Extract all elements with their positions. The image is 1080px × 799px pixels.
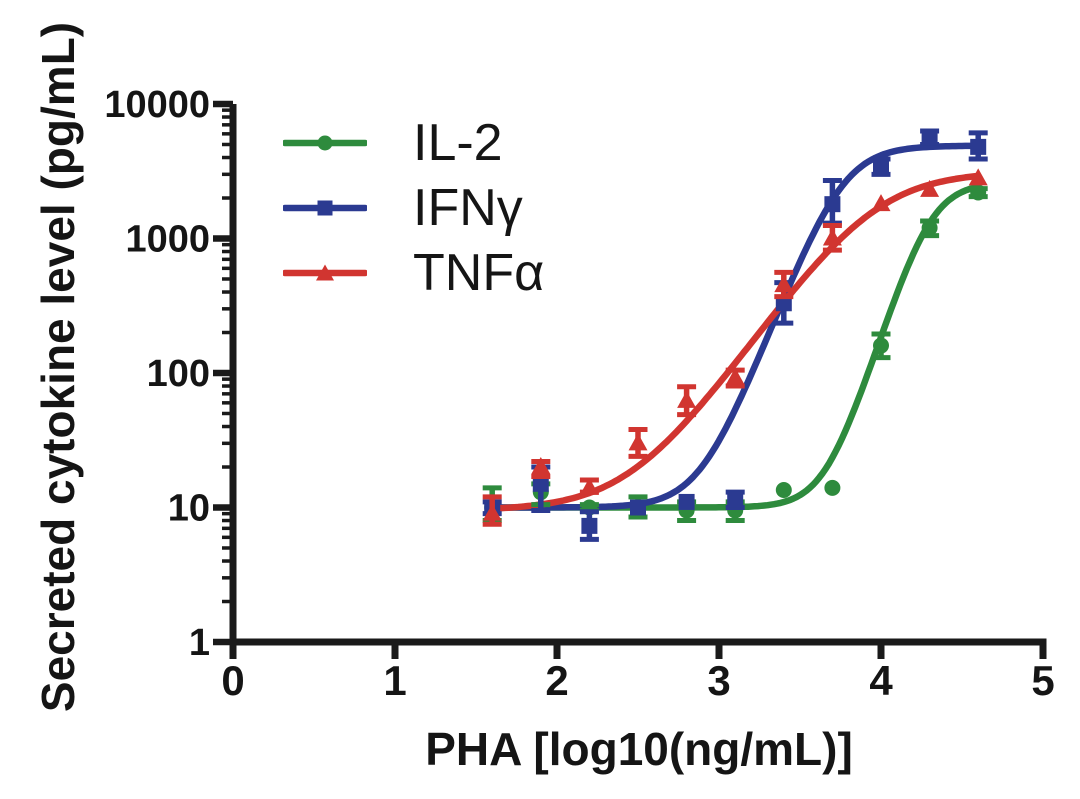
il2-legend-marker-icon — [283, 135, 367, 150]
il2-data-point — [873, 337, 889, 354]
legend-label-il2: IL-2 — [413, 113, 503, 172]
ifng-data-point — [775, 295, 792, 312]
ifng-fit-curve — [488, 142, 982, 511]
il2-data-point — [970, 184, 987, 201]
ifng-data-point — [630, 499, 646, 516]
il2-data-point — [775, 481, 792, 498]
legend-label-ifng: IFNγ — [413, 178, 523, 237]
y-tick-label-1000: 1000 — [125, 219, 210, 261]
tnfa-legend-marker-icon — [283, 264, 367, 280]
il2-data-point — [921, 219, 938, 236]
il2-fit-curve — [488, 183, 982, 511]
tnfa-data-point — [920, 179, 940, 197]
tnfa-data-point — [774, 275, 794, 293]
tnfa-legend-path — [316, 264, 334, 280]
tnfa-data-point — [482, 503, 502, 521]
tnfa-data-point — [871, 194, 891, 212]
legend-item-tnfa: TNFα — [283, 240, 544, 305]
legend-item-ifng: IFNγ — [283, 175, 544, 240]
x-tick-label-0: 0 — [221, 657, 244, 704]
legend-label-tnfa: TNFα — [413, 243, 545, 302]
ifng-data-point — [824, 196, 841, 213]
ifng-data-point — [532, 475, 549, 492]
legend-item-il2: IL-2 — [283, 110, 544, 175]
ifng-legend-marker-icon — [283, 200, 367, 215]
il2-legend-circle — [317, 135, 333, 150]
ifng-data-point — [727, 491, 744, 508]
ifng-data-point — [678, 493, 695, 510]
il2-data-point — [824, 479, 841, 496]
x-tick-label-4: 4 — [869, 657, 893, 704]
y-tick-label-100: 100 — [147, 353, 210, 395]
tnfa-data-point — [579, 477, 599, 495]
x-axis-title: PHA [log10(ng/mL)] — [425, 723, 853, 775]
tnfa-data-point — [968, 168, 988, 186]
x-tick-label-5: 5 — [1031, 657, 1054, 704]
tnfa-data-point — [725, 367, 745, 385]
y-tick-label-10000: 10000 — [104, 84, 210, 126]
tnfa-data-point — [628, 433, 648, 451]
ifng-data-point — [873, 159, 889, 176]
x-tick-label-2: 2 — [545, 657, 568, 704]
tnfa-data-point — [531, 457, 551, 475]
x-tick-label-1: 1 — [383, 657, 406, 704]
legend: IL-2 IFNγ TNFα — [283, 110, 544, 305]
y-tick-label-10: 10 — [168, 488, 210, 530]
ifng-legend-rect — [317, 200, 333, 215]
x-tick-label-3: 3 — [707, 657, 730, 704]
y-tick-label-1: 1 — [189, 622, 210, 664]
y-axis-title: Secreted cytokine level (pg/mL) — [32, 21, 84, 713]
tnfa-data-point — [677, 390, 697, 408]
ifng-data-point — [921, 129, 938, 146]
ifng-data-point — [581, 517, 598, 534]
tnfa-data-point — [822, 228, 842, 246]
tnfa-fit-curve — [488, 172, 982, 512]
ifng-data-point — [970, 138, 987, 155]
